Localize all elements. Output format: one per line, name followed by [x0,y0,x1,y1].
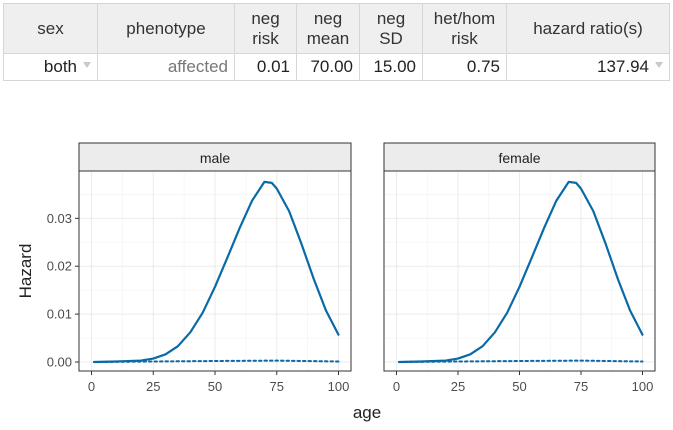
sex-select-cell[interactable]: both [3,53,98,81]
dropdown-arrow-icon[interactable] [83,62,91,68]
y-tick-label: 0.01 [47,307,72,322]
het-hom-risk-cell[interactable]: 0.75 [422,53,507,81]
header-neg-sd-line2: SD [379,28,403,48]
x-tick-label: 100 [632,379,654,394]
header-neg-risk-line2: risk [252,28,279,48]
y-tick-label: 0.02 [47,259,72,274]
x-tick-label: 75 [270,379,284,394]
x-axis-label: age [353,403,381,422]
x-tick-label: 25 [451,379,465,394]
neg-sd-value: 15.00 [373,57,416,76]
facet-strip-label: female [498,150,540,166]
header-phenotype-label: phenotype [126,18,206,38]
header-het-hom-line1: het/hom [433,8,496,28]
hazard-ratio-value: 137.94 [597,57,649,76]
header-sex[interactable]: sex [3,3,98,54]
facet-panel-male: male 0 25 50 75 100 [78,142,352,394]
neg-mean-cell[interactable]: 70.00 [296,53,360,81]
neg-mean-value: 70.00 [310,57,353,76]
header-neg-risk-line1: neg [251,8,280,28]
neg-sd-cell[interactable]: 15.00 [359,53,423,81]
facet-panel-female: female 0 25 50 75 100 [383,142,656,394]
neg-risk-value: 0.01 [256,57,290,76]
neg-risk-cell[interactable]: 0.01 [234,53,297,81]
header-hazard-ratio-label: hazard ratio(s) [533,18,643,38]
phenotype-value: affected [167,57,228,76]
series-line-dotted [93,359,340,363]
x-tick-label: 25 [146,379,160,394]
phenotype-cell[interactable]: affected [97,53,235,81]
series-line-solid [92,180,340,364]
y-axis-label: Hazard [16,244,35,299]
het-hom-risk-value: 0.75 [466,57,500,76]
header-het-hom-risk[interactable]: het/hom risk [422,3,507,54]
x-tick-label: 0 [393,379,400,394]
facet-strip [383,142,656,172]
header-neg-sd-line1: neg [376,8,406,28]
header-het-hom-line2: risk [451,28,478,48]
y-tick-label: 0.03 [47,211,72,226]
header-hazard-ratio[interactable]: hazard ratio(s) [506,3,670,54]
dropdown-arrow-icon[interactable] [655,62,663,68]
parameter-table: sex phenotype neg risk neg mean neg SD het/… [3,3,670,81]
header-sex-label: sex [37,18,64,38]
header-neg-mean[interactable]: neg mean [296,3,360,54]
x-tick-label: 75 [574,379,588,394]
header-neg-mean-line2: mean [306,28,350,48]
series-line-solid [397,180,644,364]
table-header-row: sex phenotype neg risk neg mean neg SD het/… [3,3,670,54]
facet-strip-label: male [200,150,231,166]
series-line-dotted [398,359,644,363]
x-tick-label: 50 [512,379,526,394]
header-neg-sd[interactable]: neg SD [359,3,423,54]
hazard-ratio-select-cell[interactable]: 137.94 [506,53,670,81]
sex-value: both [43,57,77,76]
table-row: both affected 0.01 70.00 15.00 0.75 137.… [3,53,670,81]
x-tick-label: 50 [208,379,222,394]
y-tick-label: 0.00 [47,355,72,370]
x-tick-label: 0 [88,379,95,394]
x-tick-label: 100 [328,379,350,394]
header-neg-mean-line1: neg [313,8,343,28]
